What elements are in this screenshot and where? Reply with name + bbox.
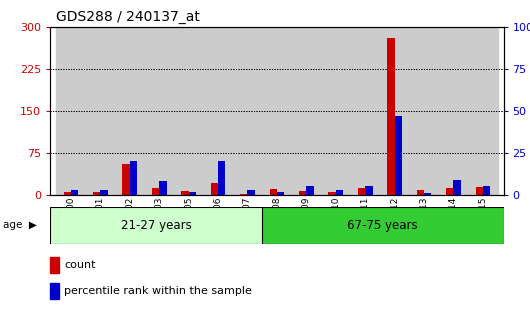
Bar: [64, 192, 71, 195]
Bar: [329, 192, 336, 195]
Bar: [50, 257, 58, 273]
Bar: [329, 192, 336, 195]
Bar: [240, 194, 248, 195]
Bar: [262, 207, 504, 244]
Text: percentile rank within the sample: percentile rank within the sample: [64, 286, 252, 296]
Bar: [204, 27, 233, 195]
Bar: [365, 186, 373, 195]
Bar: [483, 186, 490, 195]
Bar: [439, 27, 468, 195]
Bar: [233, 27, 262, 195]
Bar: [380, 27, 409, 195]
Bar: [365, 186, 373, 195]
Bar: [299, 191, 306, 195]
Bar: [336, 190, 343, 195]
Bar: [211, 182, 218, 195]
Text: 21-27 years: 21-27 years: [121, 219, 191, 232]
Bar: [86, 27, 115, 195]
Bar: [181, 191, 189, 195]
Bar: [71, 190, 78, 195]
Bar: [277, 192, 284, 195]
Bar: [387, 38, 395, 195]
Bar: [306, 186, 314, 195]
Bar: [262, 27, 292, 195]
Bar: [417, 191, 424, 195]
Bar: [270, 189, 277, 195]
Bar: [446, 188, 454, 195]
Bar: [56, 27, 86, 195]
Bar: [211, 182, 218, 195]
Text: count: count: [64, 260, 95, 270]
Bar: [122, 164, 130, 195]
Bar: [299, 191, 306, 195]
Bar: [454, 180, 461, 195]
Bar: [100, 190, 108, 195]
Bar: [50, 283, 58, 299]
Bar: [189, 192, 196, 195]
Bar: [277, 192, 284, 195]
Bar: [424, 193, 431, 195]
Bar: [115, 27, 145, 195]
Bar: [122, 164, 130, 195]
Bar: [292, 27, 321, 195]
Bar: [350, 27, 380, 195]
Bar: [454, 180, 461, 195]
Bar: [306, 186, 314, 195]
Bar: [409, 27, 439, 195]
Bar: [159, 181, 166, 195]
Bar: [387, 38, 395, 195]
Bar: [71, 190, 78, 195]
Bar: [417, 191, 424, 195]
Bar: [174, 27, 204, 195]
Text: age  ▶: age ▶: [3, 220, 37, 230]
Bar: [152, 188, 159, 195]
Bar: [93, 192, 100, 195]
Bar: [93, 192, 100, 195]
Bar: [130, 161, 137, 195]
Bar: [468, 27, 498, 195]
Bar: [475, 187, 483, 195]
Bar: [446, 188, 454, 195]
Bar: [152, 188, 159, 195]
Bar: [424, 193, 431, 195]
Bar: [395, 116, 402, 195]
Bar: [218, 161, 225, 195]
Bar: [64, 192, 71, 195]
Bar: [336, 190, 343, 195]
Bar: [270, 189, 277, 195]
Bar: [240, 194, 248, 195]
Bar: [248, 190, 255, 195]
Bar: [248, 190, 255, 195]
Bar: [145, 27, 174, 195]
Bar: [358, 188, 365, 195]
Bar: [395, 116, 402, 195]
Bar: [483, 186, 490, 195]
Bar: [159, 181, 166, 195]
Bar: [130, 161, 137, 195]
Bar: [218, 161, 225, 195]
Bar: [189, 192, 196, 195]
Text: GDS288 / 240137_at: GDS288 / 240137_at: [56, 9, 199, 24]
Bar: [100, 190, 108, 195]
Text: 67-75 years: 67-75 years: [347, 219, 418, 232]
Bar: [358, 188, 365, 195]
Bar: [181, 191, 189, 195]
Bar: [50, 207, 262, 244]
Bar: [321, 27, 350, 195]
Bar: [475, 187, 483, 195]
